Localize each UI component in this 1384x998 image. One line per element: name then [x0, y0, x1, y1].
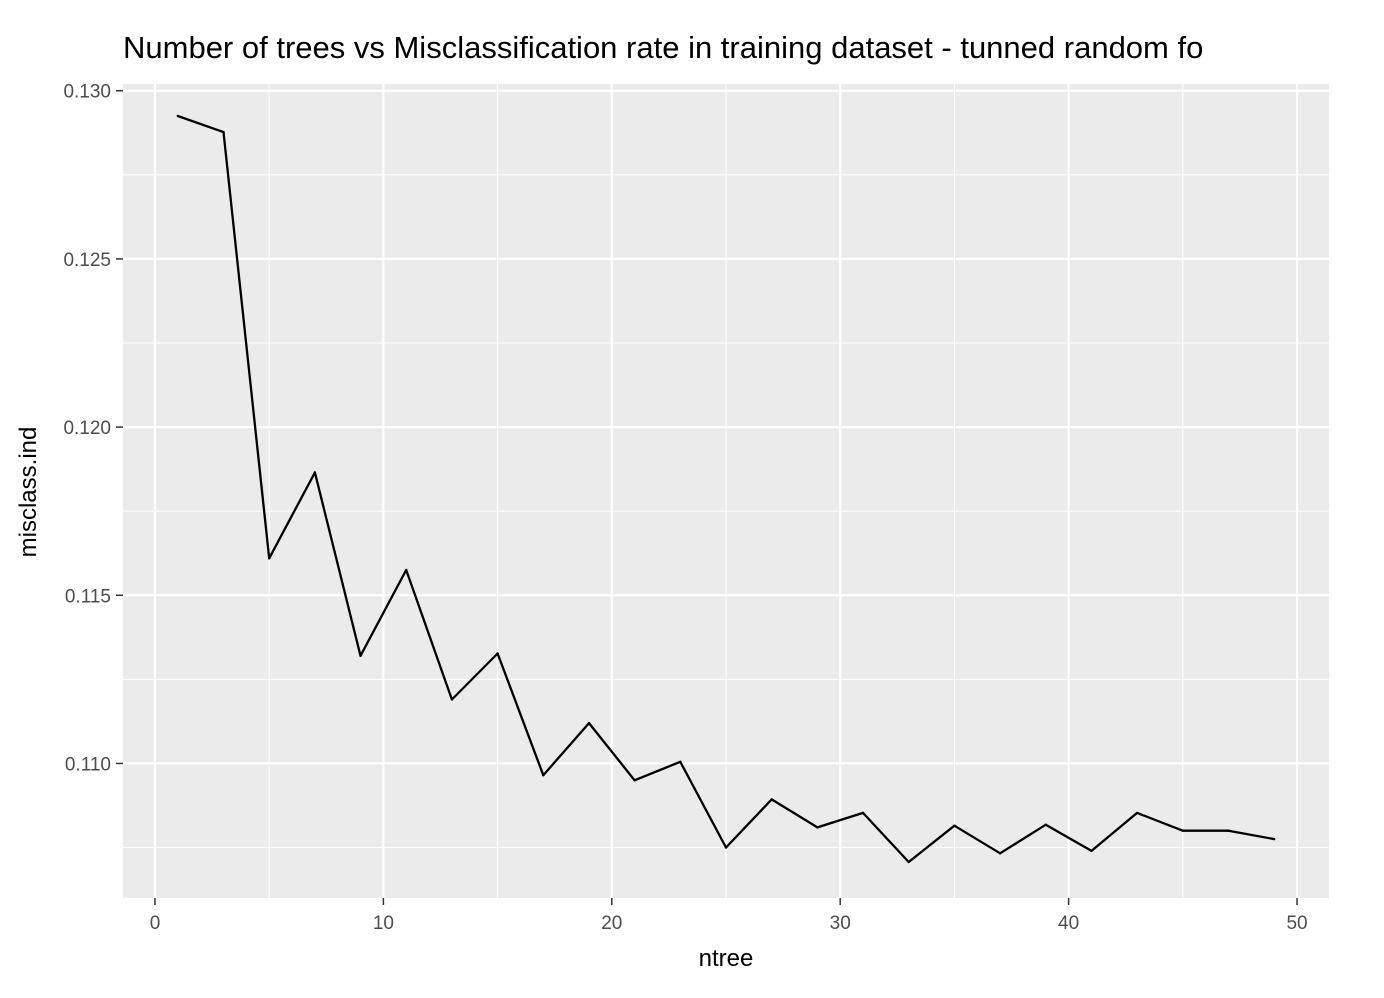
data-point — [222, 130, 225, 134]
x-tick-label: 40 — [1058, 913, 1079, 934]
data-point — [1135, 811, 1139, 815]
data-point — [542, 774, 545, 777]
data-point — [359, 654, 362, 658]
data-point — [587, 721, 591, 725]
x-axis-title: ntree — [699, 945, 754, 972]
data-point — [816, 826, 819, 829]
y-tick-label: 0.110 — [65, 754, 111, 775]
x-tick-label: 50 — [1286, 913, 1307, 934]
data-point — [1090, 849, 1093, 853]
data-point — [1181, 829, 1185, 832]
data-point — [724, 846, 728, 849]
data-point — [1044, 823, 1047, 826]
data-point — [679, 760, 682, 763]
data-point — [998, 852, 1002, 855]
data-point — [633, 779, 636, 782]
data-point — [861, 811, 865, 815]
data-point — [405, 568, 408, 572]
data-point — [313, 471, 317, 474]
data-point — [1227, 829, 1230, 832]
chart-title: Number of trees vs Misclassification rat… — [123, 30, 1203, 65]
x-tick-label: 0 — [150, 913, 161, 934]
y-axis: 0.110 0.115 0.120 0.125 0.130 — [63, 82, 123, 775]
data-point — [1272, 837, 1276, 841]
data-point — [770, 798, 773, 801]
data-point — [496, 652, 499, 655]
x-tick-label: 30 — [830, 913, 851, 934]
data-point — [450, 698, 454, 701]
data-point — [907, 860, 910, 864]
plot-panel — [123, 84, 1329, 898]
x-axis: 0 10 20 30 40 50 — [150, 898, 1308, 934]
data-point — [176, 114, 180, 118]
y-tick-label: 0.130 — [63, 82, 111, 103]
y-tick-label: 0.120 — [63, 418, 111, 439]
data-series — [176, 114, 1276, 864]
data-point — [267, 557, 271, 560]
y-tick-label: 0.125 — [63, 250, 111, 271]
x-tick-label: 20 — [601, 913, 622, 934]
y-tick-label: 0.115 — [65, 586, 111, 607]
x-tick-label: 10 — [373, 913, 394, 934]
y-axis-title: misclass.ind — [15, 427, 42, 558]
data-point — [953, 824, 956, 827]
